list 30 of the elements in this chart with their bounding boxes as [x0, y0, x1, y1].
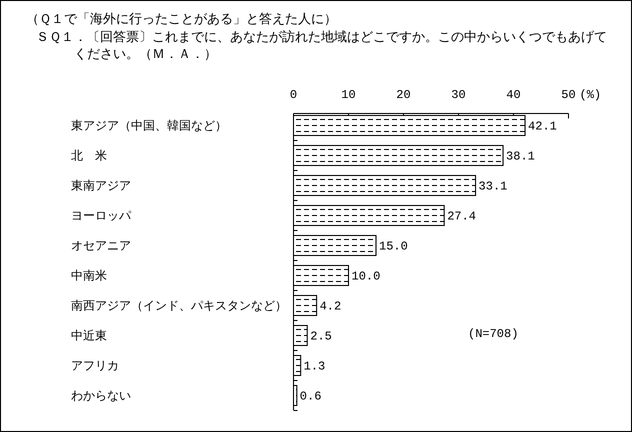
value-label: 42.1: [528, 120, 557, 134]
category-label: 中南米: [71, 268, 107, 282]
xlabel: (%): [580, 88, 602, 102]
annotation: (N=708): [468, 327, 518, 341]
tick-label: 20: [396, 88, 411, 102]
value-label: 15.0: [379, 240, 408, 254]
title: （Ｑ１で「海外に行ったことがある」と答えた人に）: [26, 11, 337, 28]
subtitle: ＳＱ１．〔回答票〕これまでに、あなたが訪れた地域はどこですか。この中からいくつでもあげてください。（Ｍ．Ａ．）: [36, 29, 608, 63]
category-label: 北 米: [71, 148, 107, 162]
tick-label: 40: [506, 88, 521, 102]
value-label: 4.2: [320, 300, 342, 314]
value-label: 33.1: [478, 180, 508, 194]
category-label: ヨーロッパ: [71, 208, 131, 222]
category-label: わからない: [71, 388, 131, 402]
value-label: 27.4: [447, 210, 476, 224]
tick-label: 30: [451, 88, 466, 102]
value-label: 38.1: [506, 150, 535, 164]
category-label: アフリカ: [71, 358, 119, 372]
tick-label: 10: [341, 88, 356, 102]
value-label: 1.3: [304, 360, 326, 374]
tick-label: 0: [290, 88, 298, 102]
category-label: 東アジア（中国、韓国など）: [71, 118, 227, 132]
category-label: 南西アジア（インド、パキスタンなど）: [71, 298, 287, 312]
tick-label: 50: [561, 88, 576, 102]
category-label: 中近東: [71, 328, 107, 342]
value-label: 0.6: [300, 390, 322, 404]
value-label: 2.5: [310, 330, 332, 344]
category-label: 東南アジア: [71, 178, 131, 192]
category-label: オセアニア: [71, 238, 131, 252]
value-label: 10.0: [352, 270, 380, 284]
